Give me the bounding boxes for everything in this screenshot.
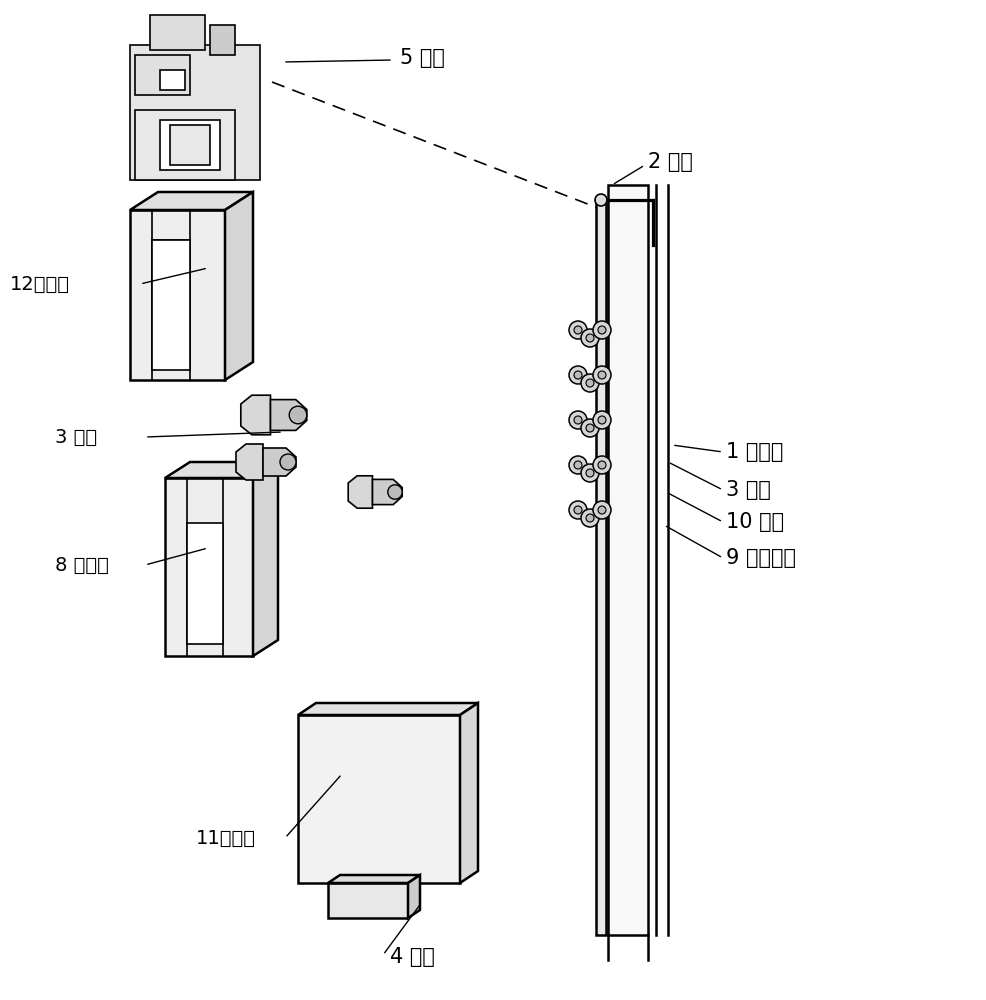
Text: 5 下止: 5 下止 — [400, 48, 445, 68]
Polygon shape — [373, 479, 402, 505]
Circle shape — [581, 419, 599, 437]
Text: 3 链牙: 3 链牙 — [726, 480, 771, 500]
Circle shape — [593, 321, 611, 339]
Circle shape — [569, 501, 587, 519]
Circle shape — [598, 461, 606, 469]
Circle shape — [581, 374, 599, 392]
Circle shape — [574, 371, 582, 379]
Circle shape — [593, 366, 611, 384]
Text: 1 拉锁带: 1 拉锁带 — [726, 442, 783, 462]
Polygon shape — [150, 15, 205, 50]
Circle shape — [598, 371, 606, 379]
Circle shape — [289, 406, 307, 424]
Polygon shape — [187, 523, 223, 644]
Polygon shape — [408, 875, 420, 918]
Circle shape — [595, 194, 607, 206]
Circle shape — [569, 366, 587, 384]
Text: 3 链牙: 3 链牙 — [55, 428, 98, 446]
Circle shape — [574, 461, 582, 469]
Polygon shape — [130, 45, 260, 180]
Text: 2 芚部: 2 芚部 — [648, 152, 693, 172]
Circle shape — [574, 326, 582, 334]
Circle shape — [280, 454, 296, 470]
Polygon shape — [348, 476, 373, 508]
Circle shape — [586, 379, 594, 387]
Circle shape — [574, 416, 582, 424]
Circle shape — [574, 506, 582, 514]
Polygon shape — [596, 200, 606, 935]
Circle shape — [598, 416, 606, 424]
Polygon shape — [160, 70, 185, 90]
Polygon shape — [130, 192, 253, 210]
Polygon shape — [298, 703, 478, 715]
Polygon shape — [135, 55, 190, 95]
Text: 8 异形线: 8 异形线 — [55, 556, 108, 574]
Circle shape — [593, 411, 611, 429]
Polygon shape — [130, 210, 225, 380]
Polygon shape — [241, 395, 270, 435]
Polygon shape — [152, 240, 190, 370]
Polygon shape — [328, 875, 420, 883]
Polygon shape — [608, 185, 648, 935]
Polygon shape — [165, 462, 278, 478]
Circle shape — [581, 509, 599, 527]
Polygon shape — [270, 400, 307, 430]
Circle shape — [387, 485, 402, 499]
Circle shape — [598, 506, 606, 514]
Polygon shape — [298, 715, 460, 883]
Circle shape — [586, 334, 594, 342]
Circle shape — [586, 514, 594, 522]
Polygon shape — [160, 120, 220, 170]
Polygon shape — [460, 703, 478, 883]
Text: 9 接合头部: 9 接合头部 — [726, 548, 796, 568]
Polygon shape — [236, 444, 263, 480]
Polygon shape — [263, 448, 296, 476]
Polygon shape — [225, 192, 253, 380]
Circle shape — [569, 411, 587, 429]
Circle shape — [569, 456, 587, 474]
Polygon shape — [170, 125, 210, 165]
Circle shape — [593, 456, 611, 474]
Circle shape — [586, 469, 594, 477]
Polygon shape — [135, 110, 235, 180]
Text: 11矩形线: 11矩形线 — [196, 828, 256, 848]
Text: 10 脚部: 10 脚部 — [726, 512, 784, 532]
Text: 4 上止: 4 上止 — [390, 947, 435, 967]
Polygon shape — [253, 462, 278, 656]
Circle shape — [586, 424, 594, 432]
Circle shape — [569, 321, 587, 339]
Circle shape — [581, 329, 599, 347]
Text: 12异形线: 12异形线 — [10, 274, 70, 294]
Polygon shape — [328, 883, 408, 918]
Circle shape — [581, 464, 599, 482]
Polygon shape — [165, 478, 253, 656]
Circle shape — [598, 326, 606, 334]
Circle shape — [593, 501, 611, 519]
Polygon shape — [210, 25, 235, 55]
